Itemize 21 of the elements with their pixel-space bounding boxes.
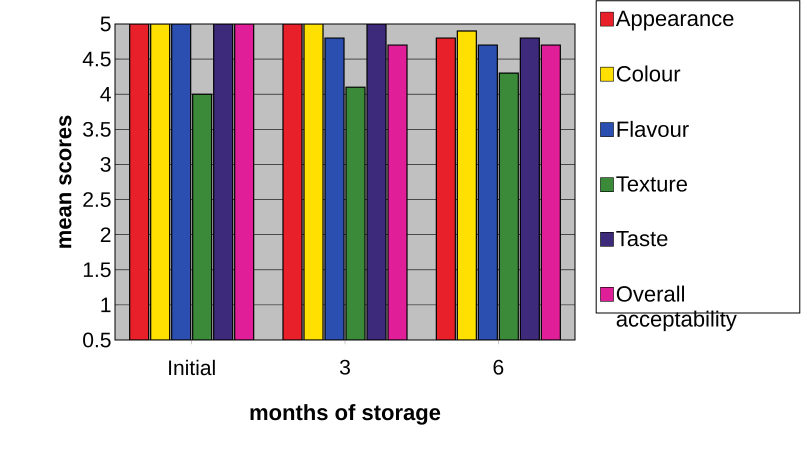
legend-label: Appearance (616, 10, 734, 31)
y-tick-label: 2 (100, 227, 110, 242)
x-tick-label: 3 (340, 360, 350, 375)
y-tick-label: 3 (100, 157, 111, 172)
legend-label: Taste (616, 230, 668, 246)
legend-label: Texture (616, 176, 687, 192)
y-tick-label: 2.5 (83, 192, 111, 207)
y-axis-title: mean scores (59, 116, 72, 248)
y-tick-label: 5 (100, 16, 111, 32)
legend-label: Colour (616, 65, 680, 82)
x-axis-title: months of storage (250, 404, 440, 425)
y-tick-label: 4 (100, 87, 111, 102)
legend-label: Flavour (618, 120, 689, 138)
x-tick-label: Initial (169, 360, 215, 376)
y-tick-label: 1.5 (84, 262, 111, 278)
y-tick-label: 1 (101, 298, 110, 312)
legend-label: Overall acceptability (616, 286, 737, 332)
y-tick-label: 3.5 (83, 122, 111, 137)
x-tick-label: 6 (494, 360, 504, 375)
y-tick-label: 4.5 (82, 52, 111, 66)
y-tick-label: 0.5 (83, 332, 111, 348)
